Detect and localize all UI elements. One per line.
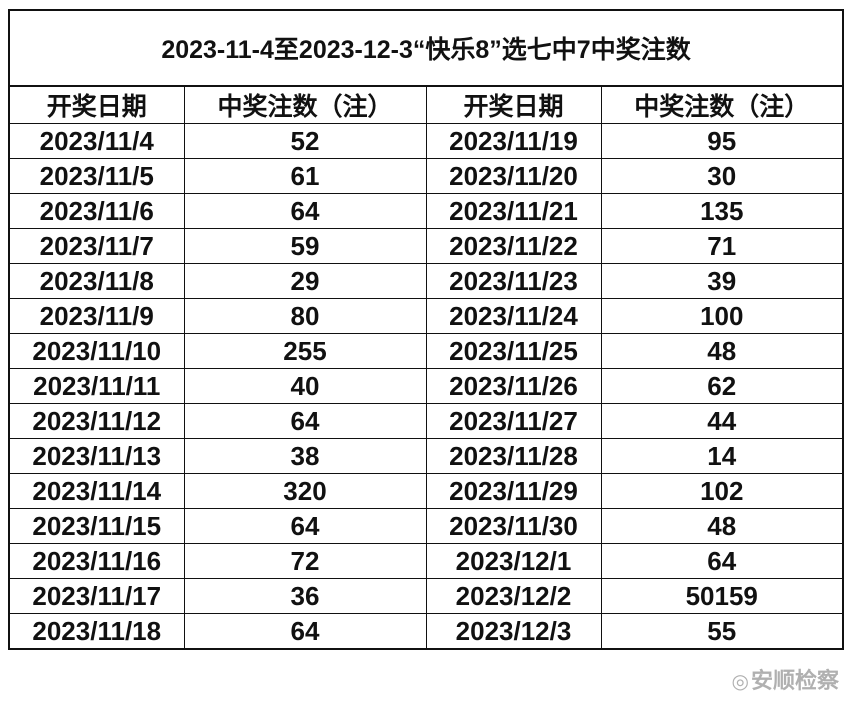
table-row: 2023/11/5 61 2023/11/20 30: [8, 158, 844, 194]
cell-date-right: 2023/11/29: [425, 473, 602, 509]
header-count-right: 中奖注数（注）: [600, 85, 844, 124]
cell-count-right: 55: [600, 613, 844, 650]
table-row: 2023/11/18 64 2023/12/3 55: [8, 613, 844, 650]
cell-count-right: 50159: [600, 578, 844, 614]
cell-date-left: 2023/11/16: [8, 543, 185, 579]
table-row: 2023/11/11 40 2023/11/26 62: [8, 368, 844, 404]
cell-count-left: 320: [183, 473, 427, 509]
cell-count-right: 30: [600, 158, 844, 194]
header-date-right: 开奖日期: [425, 85, 602, 124]
table-row: 2023/11/8 29 2023/11/23 39: [8, 263, 844, 299]
cell-date-left: 2023/11/13: [8, 438, 185, 474]
table-row: 2023/11/17 36 2023/12/2 50159: [8, 578, 844, 614]
cell-count-right: 62: [600, 368, 844, 404]
table-row: 2023/11/14 320 2023/11/29 102: [8, 473, 844, 509]
table-row: 2023/11/16 72 2023/12/1 64: [8, 543, 844, 579]
cell-date-left: 2023/11/14: [8, 473, 185, 509]
table-row: 2023/11/6 64 2023/11/21 135: [8, 193, 844, 229]
cell-date-left: 2023/11/12: [8, 403, 185, 439]
cell-date-right: 2023/11/20: [425, 158, 602, 194]
table-row: 2023/11/10 255 2023/11/25 48: [8, 333, 844, 369]
cell-count-right: 102: [600, 473, 844, 509]
table-row: 2023/11/9 80 2023/11/24 100: [8, 298, 844, 334]
header-row: 开奖日期 中奖注数（注） 开奖日期 中奖注数（注）: [8, 85, 844, 124]
cell-date-right: 2023/11/30: [425, 508, 602, 544]
cell-count-left: 29: [183, 263, 427, 299]
cell-count-right: 48: [600, 333, 844, 369]
cell-count-left: 64: [183, 403, 427, 439]
title-row: 2023-11-4至2023-12-3“快乐8”选七中7中奖注数: [7, 9, 845, 87]
cell-count-right: 39: [600, 263, 844, 299]
cell-date-right: 2023/11/21: [425, 193, 602, 229]
weibo-logo-icon: ◎: [731, 671, 749, 693]
table-row: 2023/11/13 38 2023/11/28 14: [8, 438, 844, 474]
header-count-left: 中奖注数（注）: [183, 85, 427, 124]
cell-count-left: 64: [183, 193, 427, 229]
table-title: 2023-11-4至2023-12-3“快乐8”选七中7中奖注数: [7, 9, 845, 87]
table-row: 2023/11/12 64 2023/11/27 44: [8, 403, 844, 439]
cell-date-left: 2023/11/9: [8, 298, 185, 334]
cell-date-left: 2023/11/15: [8, 508, 185, 544]
cell-count-right: 14: [600, 438, 844, 474]
cell-date-left: 2023/11/18: [8, 613, 185, 650]
cell-date-right: 2023/12/3: [425, 613, 602, 650]
cell-count-left: 36: [183, 578, 427, 614]
cell-count-left: 40: [183, 368, 427, 404]
cell-date-left: 2023/11/6: [8, 193, 185, 229]
cell-count-right: 48: [600, 508, 844, 544]
cell-date-right: 2023/11/19: [425, 123, 602, 159]
cell-count-right: 44: [600, 403, 844, 439]
cell-count-left: 64: [183, 613, 427, 650]
cell-count-right: 135: [600, 193, 844, 229]
cell-date-right: 2023/11/23: [425, 263, 602, 299]
watermark-text: 安顺检察: [750, 668, 839, 693]
cell-count-left: 61: [183, 158, 427, 194]
cell-count-left: 38: [183, 438, 427, 474]
cell-date-right: 2023/11/27: [425, 403, 602, 439]
cell-date-left: 2023/11/7: [8, 228, 185, 264]
cell-date-right: 2023/11/24: [425, 298, 602, 334]
cell-count-right: 95: [600, 123, 844, 159]
cell-count-left: 64: [183, 508, 427, 544]
cell-count-right: 100: [600, 298, 844, 334]
cell-count-right: 71: [600, 228, 844, 264]
cell-date-left: 2023/11/17: [8, 578, 185, 614]
cell-count-left: 59: [183, 228, 427, 264]
cell-date-right: 2023/12/1: [425, 543, 602, 579]
cell-date-left: 2023/11/8: [8, 263, 185, 299]
header-date-left: 开奖日期: [8, 85, 185, 124]
watermark: ◎安顺检察: [732, 668, 839, 695]
cell-date-left: 2023/11/5: [8, 158, 185, 194]
cell-date-left: 2023/11/10: [8, 333, 185, 369]
cell-date-right: 2023/12/2: [425, 578, 602, 614]
lottery-winners-table: 2023-11-4至2023-12-3“快乐8”选七中7中奖注数 开奖日期 中奖…: [7, 9, 845, 650]
table-row: 2023/11/15 64 2023/11/30 48: [8, 508, 844, 544]
cell-count-right: 64: [600, 543, 844, 579]
cell-date-left: 2023/11/11: [8, 368, 185, 404]
cell-date-right: 2023/11/22: [425, 228, 602, 264]
cell-date-right: 2023/11/26: [425, 368, 602, 404]
cell-count-left: 52: [183, 123, 427, 159]
cell-count-left: 255: [183, 333, 427, 369]
cell-date-right: 2023/11/25: [425, 333, 602, 369]
cell-count-left: 80: [183, 298, 427, 334]
table-row: 2023/11/7 59 2023/11/22 71: [8, 228, 844, 264]
cell-date-left: 2023/11/4: [8, 123, 185, 159]
cell-count-left: 72: [183, 543, 427, 579]
table-row: 2023/11/4 52 2023/11/19 95: [8, 123, 844, 159]
cell-date-right: 2023/11/28: [425, 438, 602, 474]
